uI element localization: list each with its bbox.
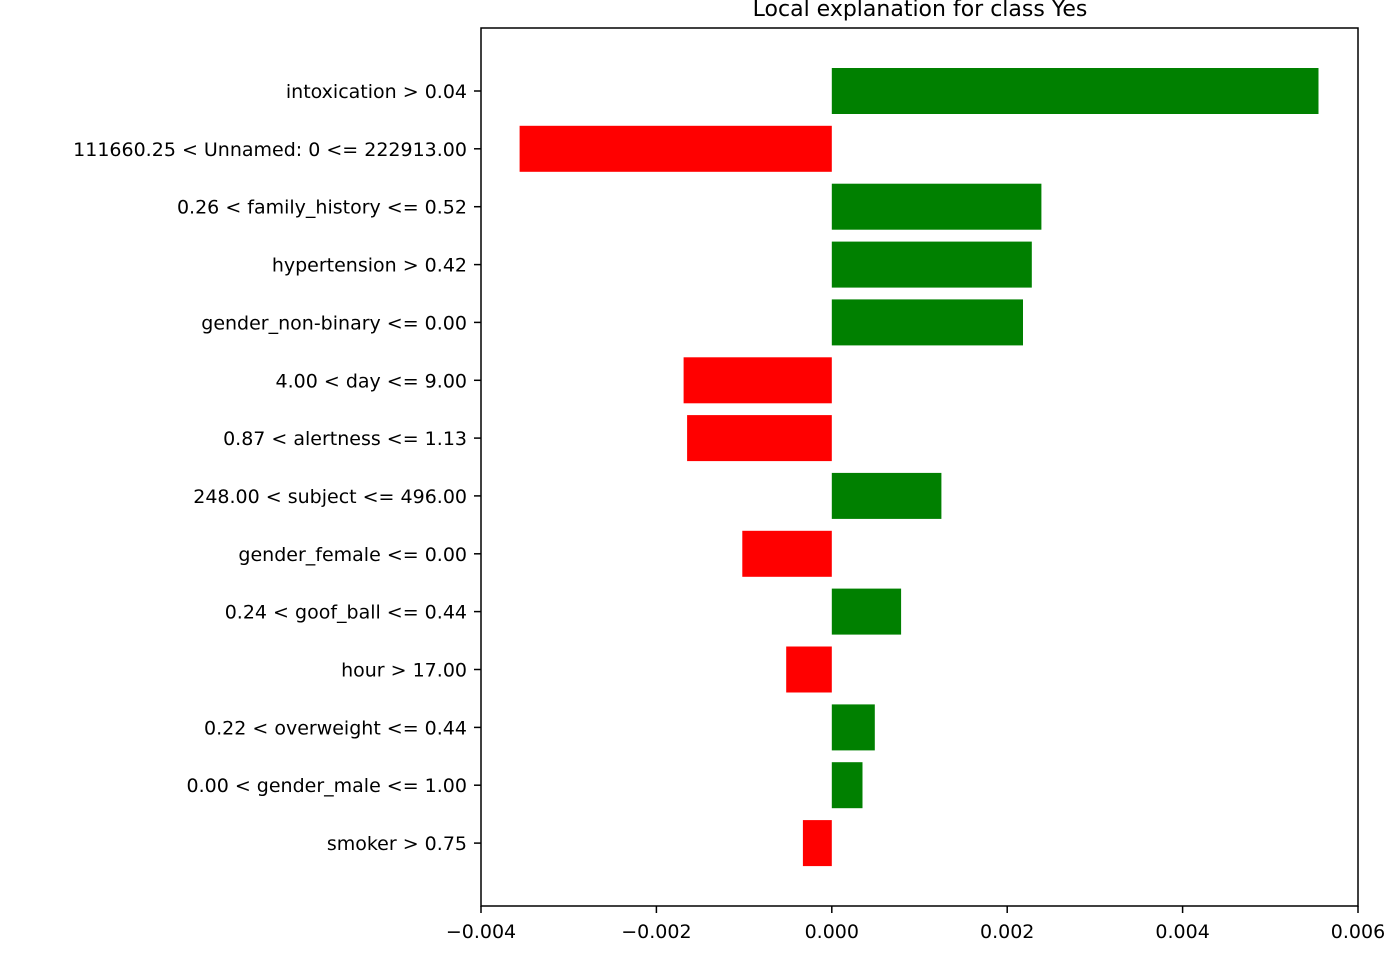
bar-11 [831,704,875,751]
y-tick-label: smoker > 0.75 [327,833,467,855]
y-tick-label: 0.00 < gender_male <= 1.00 [186,775,467,797]
y-tick-label: 248.00 < subject <= 496.00 [193,486,467,508]
x-tick-label: −0.002 [621,921,691,943]
bar-4 [831,299,1023,346]
y-tick-label: 0.26 < family_history <= 0.52 [177,197,467,219]
bar-13 [802,820,832,867]
y-tick-label: hour > 17.00 [341,660,467,682]
y-tick-label: 111660.25 < Unnamed: 0 <= 222913.00 [73,139,467,161]
bar-5 [683,357,832,404]
x-tick-label: 0.006 [1331,921,1385,943]
bar-7 [831,472,942,519]
bar-12 [831,762,863,809]
bar-group [519,68,1319,867]
x-axis-ticks: −0.004 −0.002 0.000 0.002 0.004 0.006 [446,906,1385,943]
x-tick-label: 0.000 [805,921,859,943]
x-tick-label: 0.002 [980,921,1034,943]
y-tick-label: intoxication > 0.04 [286,81,467,103]
bar-10 [786,646,832,693]
bar-3 [831,241,1032,288]
y-tick-label: 0.22 < overweight <= 0.44 [204,717,467,739]
y-tick-label: 4.00 < day <= 9.00 [276,370,467,392]
y-tick-label: 0.87 < alertness <= 1.13 [223,428,467,450]
y-tick-label: gender_female <= 0.00 [238,544,467,566]
y-tick-label: gender_non-binary <= 0.00 [201,312,467,334]
bar-8 [742,530,832,577]
bar-2 [831,183,1042,230]
bar-9 [831,588,902,635]
bar-1 [519,125,832,172]
chart-title: Local explanation for class Yes [753,0,1088,22]
y-tick-label: hypertension > 0.42 [272,255,467,277]
x-tick-label: −0.004 [446,921,516,943]
y-axis-ticks: intoxication > 0.04 111660.25 < Unnamed: … [73,81,481,855]
bar-0 [831,68,1319,114]
y-tick-label: 0.24 < goof_ball <= 0.44 [225,602,467,624]
x-tick-label: 0.004 [1155,921,1209,943]
bar-6 [687,415,832,462]
plot-frame [480,27,1359,907]
